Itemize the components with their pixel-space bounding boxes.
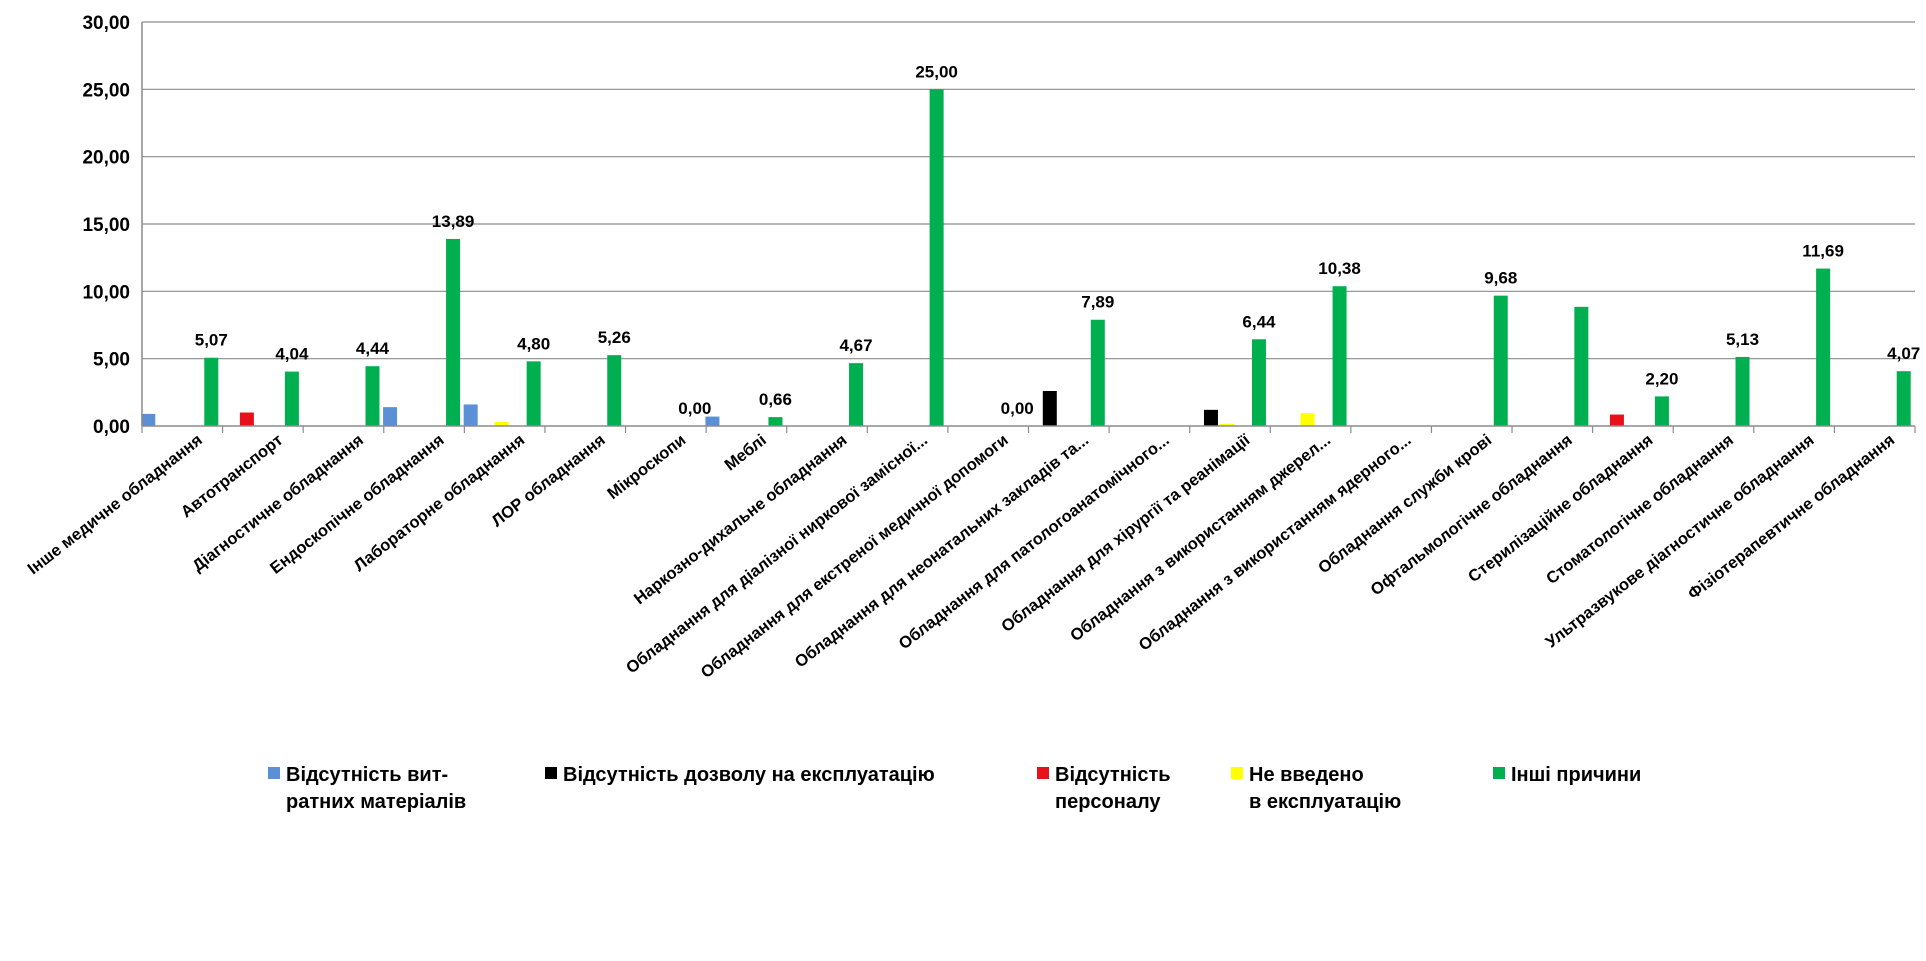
y-tick-label: 25,00	[82, 80, 130, 101]
category-label: Обладнання для патологоанатомічного...	[895, 431, 1172, 653]
axes	[141, 22, 1916, 433]
data-label: 10,38	[1318, 259, 1361, 278]
category-label: Обладнання для діалізної ниркової замісн…	[623, 431, 931, 677]
category-label: Обладнання для екстреної медичної допомо…	[698, 431, 1012, 682]
data-label: 0,00	[1001, 399, 1034, 418]
y-tick-label: 15,00	[82, 215, 130, 236]
data-label: 4,44	[356, 339, 390, 358]
y-tick-label: 10,00	[82, 282, 130, 303]
data-label: 6,44	[1242, 312, 1276, 331]
bar	[929, 89, 944, 426]
bar	[446, 238, 461, 426]
gridlines	[142, 21, 1915, 360]
bar	[1816, 268, 1831, 426]
bar	[1574, 306, 1589, 426]
data-label: 9,68	[1484, 269, 1517, 288]
y-tick-label: 0,00	[93, 417, 130, 438]
bar	[768, 417, 783, 426]
bar	[463, 404, 478, 426]
y-tick-label: 5,00	[93, 350, 130, 371]
data-label: 4,07	[1887, 344, 1920, 363]
bar	[607, 355, 622, 426]
category-label: Меблі	[721, 431, 770, 474]
data-label: 11,69	[1802, 242, 1844, 261]
bar	[1300, 413, 1315, 426]
bar	[1042, 390, 1057, 426]
bar	[526, 361, 541, 426]
bar	[1332, 286, 1347, 426]
bar	[1090, 319, 1105, 426]
data-label: 7,89	[1081, 293, 1114, 312]
data-label: 4,67	[839, 336, 872, 355]
bar	[1493, 295, 1508, 426]
bar	[383, 407, 398, 426]
data-label: 0,00	[678, 399, 711, 418]
bar	[204, 357, 219, 426]
data-label: 13,89	[432, 212, 475, 231]
category-label: Інше медичне обладнання	[24, 431, 205, 578]
bar	[849, 363, 864, 426]
bar	[239, 412, 254, 426]
data-label: 4,80	[517, 334, 550, 353]
category-label: Мікроскопи	[604, 431, 689, 503]
bar	[1203, 409, 1218, 426]
bar	[1654, 396, 1669, 426]
y-tick-label: 30,00	[82, 13, 130, 34]
data-label: 5,26	[598, 328, 631, 347]
bar	[284, 371, 299, 426]
bar	[1219, 423, 1234, 426]
category-label: Обладнання з використанням ядерного...	[1136, 431, 1415, 655]
category-label: Лабораторне обладнання	[351, 431, 528, 575]
bar	[1896, 371, 1911, 426]
category-label: Обладнання для неонатальних закладів та.…	[792, 431, 1093, 671]
bar	[141, 413, 156, 426]
bar	[1609, 414, 1624, 426]
y-tick-label: 20,00	[82, 148, 130, 169]
data-label: 25,00	[915, 62, 958, 81]
data-label: 4,04	[275, 345, 309, 364]
bar	[494, 421, 509, 426]
category-labels: Інше медичне обладнанняАвтотранспортДіаг…	[24, 431, 1898, 682]
data-labels: 5,07 4,04 4,44 13,89 4,80 5,26 0,00 0,66 4,67 25,…	[195, 62, 1921, 418]
data-label: 0,66	[759, 390, 792, 409]
bar	[365, 366, 380, 426]
bar	[1735, 356, 1750, 426]
data-label: 2,20	[1645, 369, 1678, 388]
y-axis-tick-labels: 0,00 5,00 10,00 15,00 20,00 25,00 30,00	[82, 13, 130, 438]
bar	[705, 416, 720, 426]
data-label: 5,07	[195, 331, 228, 350]
data-label: 5,13	[1726, 330, 1759, 349]
bars	[141, 89, 1911, 426]
bar	[1251, 339, 1266, 426]
